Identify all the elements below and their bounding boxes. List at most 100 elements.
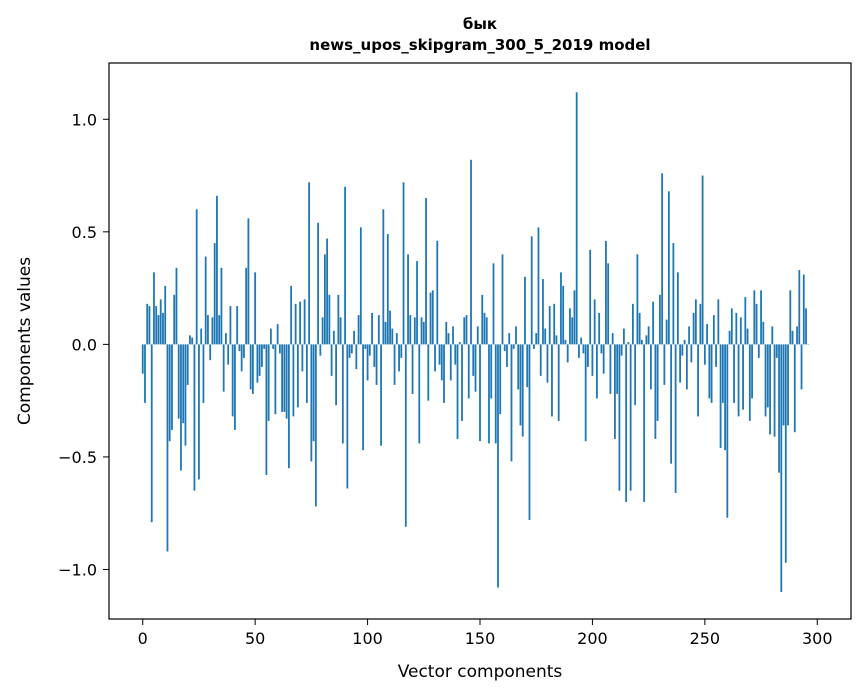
bar	[198, 344, 200, 480]
bar	[162, 312, 164, 345]
bar	[730, 308, 733, 345]
bar	[492, 263, 495, 345]
bar	[474, 344, 477, 392]
bar	[308, 182, 311, 345]
bar	[566, 344, 569, 363]
bar	[189, 335, 191, 345]
bar	[425, 198, 427, 345]
bar	[247, 218, 250, 345]
bar	[539, 344, 542, 376]
bar	[366, 344, 369, 381]
bar	[373, 344, 376, 367]
bar	[578, 344, 580, 358]
bar	[157, 315, 160, 345]
bar	[645, 335, 648, 345]
y-tick-label: −0.5	[58, 448, 97, 467]
bar	[719, 344, 722, 448]
bar	[393, 344, 396, 385]
y-axis-ticks: 1.0 0.5 0.0 −0.5 −1.0	[58, 110, 109, 579]
bar	[148, 306, 151, 345]
bar	[715, 344, 717, 367]
bar	[548, 306, 551, 345]
bar	[706, 324, 708, 345]
bar	[299, 301, 302, 345]
bar	[571, 317, 574, 345]
bar	[519, 344, 522, 426]
bar	[184, 344, 187, 446]
bar	[685, 344, 688, 390]
bar	[470, 159, 472, 345]
bar	[636, 254, 639, 345]
bar	[515, 326, 517, 345]
bar	[427, 344, 430, 401]
bar	[267, 344, 270, 421]
bar	[456, 344, 459, 439]
bar	[542, 279, 544, 345]
bar	[328, 294, 331, 345]
bar	[614, 344, 616, 439]
bar	[699, 303, 702, 345]
bar	[227, 344, 230, 365]
bar	[623, 328, 625, 345]
bar	[400, 344, 403, 358]
bar	[398, 344, 400, 372]
bar	[283, 344, 286, 412]
bar	[679, 344, 682, 383]
bar	[252, 344, 254, 394]
bar	[798, 270, 801, 345]
bar	[371, 312, 373, 345]
y-axis-label: Components values	[15, 257, 35, 425]
bar	[155, 306, 158, 345]
bar	[753, 290, 756, 345]
bar	[209, 344, 212, 361]
bar	[150, 344, 153, 523]
bar	[712, 315, 715, 345]
bar	[218, 315, 221, 345]
bar	[339, 317, 342, 345]
bar	[760, 290, 762, 345]
bar	[598, 312, 601, 345]
bar	[674, 344, 677, 493]
bar	[171, 344, 173, 430]
bar	[710, 344, 713, 403]
bar	[377, 315, 380, 345]
bar	[222, 344, 225, 392]
bar	[708, 344, 711, 399]
bar	[429, 292, 432, 345]
bar	[375, 344, 378, 385]
bar	[560, 272, 562, 345]
bar	[607, 263, 610, 345]
bar	[573, 290, 576, 345]
bar	[789, 290, 792, 345]
bar	[465, 315, 468, 345]
bar	[168, 344, 171, 442]
bar	[382, 209, 385, 345]
bar	[681, 344, 684, 356]
bar	[182, 344, 185, 424]
bar	[593, 299, 596, 345]
bar	[344, 186, 346, 345]
bar	[746, 328, 749, 345]
bar	[748, 344, 751, 421]
bar	[602, 344, 605, 374]
bar	[359, 227, 362, 345]
bar	[672, 243, 675, 345]
bar	[721, 344, 724, 403]
bar	[481, 294, 484, 345]
bar	[249, 344, 252, 390]
bars-group	[141, 92, 810, 592]
bar	[467, 344, 470, 399]
bar	[584, 344, 587, 442]
bar	[272, 344, 275, 349]
bar	[575, 92, 578, 345]
bar	[643, 344, 646, 502]
bar	[782, 344, 785, 426]
bar	[207, 315, 209, 345]
bar	[330, 344, 333, 376]
bar	[517, 344, 520, 390]
bar	[512, 344, 515, 349]
bar	[440, 344, 443, 381]
bar	[632, 303, 634, 345]
bar	[497, 344, 499, 588]
bar	[501, 254, 504, 345]
